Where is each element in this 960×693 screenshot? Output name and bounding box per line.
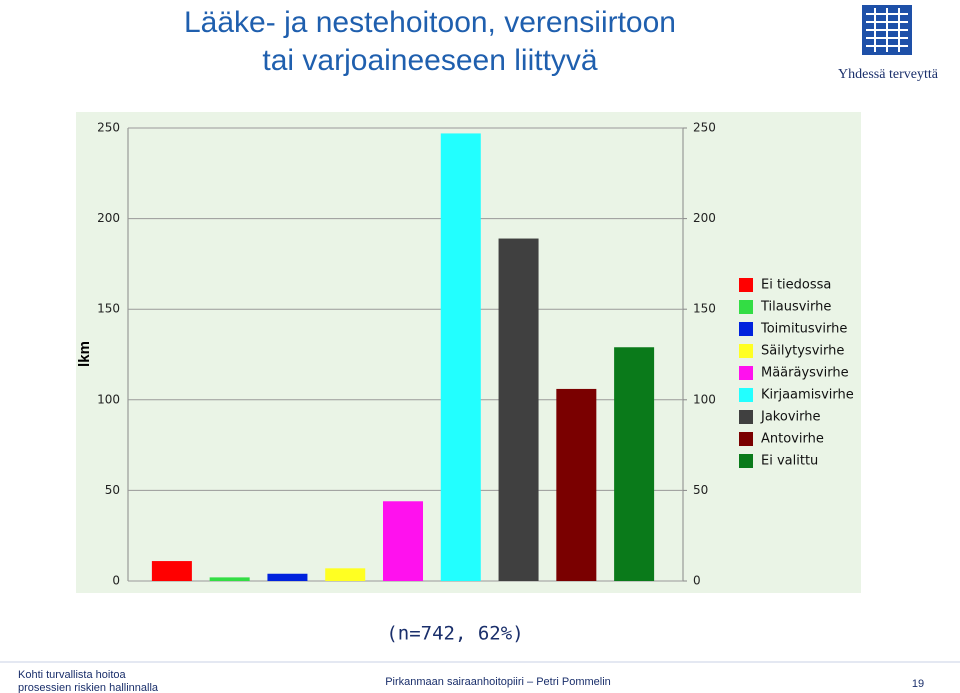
footer-center: Pirkanmaan sairaanhoitopiiri – Petri Pom… [385,676,611,688]
bar [267,573,308,581]
y2-tick-label: 100 [693,392,716,406]
logo-text: Yhdessä terveyttä [838,67,939,82]
y2-tick-label: 150 [693,302,716,316]
bar [383,501,423,581]
legend-swatch [739,410,753,424]
bar [614,347,655,581]
legend-swatch [739,322,753,336]
page-number: 19 [912,678,924,690]
footer-left: Kohti turvallista hoitoa [18,669,126,681]
footer-left: prosessien riskien hallinnalla [18,682,159,693]
title-line: tai varjoaineeseen liittyvä [262,44,598,77]
y-tick-label: 100 [97,392,120,406]
bar [440,133,481,581]
y-tick-label: 150 [97,302,120,316]
legend-label: Ei tiedossa [761,278,831,293]
y-tick-label: 250 [97,121,120,135]
y2-tick-label: 50 [693,483,708,497]
legend-label: Toimitusvirhe [760,322,847,337]
y2-tick-label: 200 [693,211,716,225]
y-tick-label: 0 [112,574,120,588]
y2-tick-label: 250 [693,121,716,135]
legend-label: Antovirhe [761,432,824,447]
annotation: (n=742, 62%) [386,623,523,645]
legend-swatch [739,432,753,446]
bar [151,561,192,581]
title-line: Lääke- ja nestehoitoon, verensiirtoon [184,6,676,39]
legend-label: Säilytysvirhe [761,344,844,359]
y-axis-label: lkm [76,341,93,367]
legend-swatch [739,388,753,402]
y2-tick-label: 0 [693,574,701,588]
legend-swatch [739,366,753,380]
y-tick-label: 50 [105,483,120,497]
logo: Yhdessä terveyttä [838,5,939,82]
legend-label: Tilausvirhe [760,300,831,315]
bar [498,238,539,582]
legend-label: Ei valittu [761,454,818,469]
legend-swatch [739,344,753,358]
legend-swatch [739,278,753,292]
logo-pattern [866,8,908,52]
legend-label: Kirjaamisvirhe [761,388,854,403]
bar [325,568,366,581]
bar [556,388,597,581]
legend-label: Määräysvirhe [761,366,849,381]
y-tick-label: 200 [97,211,120,225]
bar [209,577,250,581]
legend-swatch [739,300,753,314]
legend-label: Jakovirhe [760,410,820,425]
legend-swatch [739,454,753,468]
